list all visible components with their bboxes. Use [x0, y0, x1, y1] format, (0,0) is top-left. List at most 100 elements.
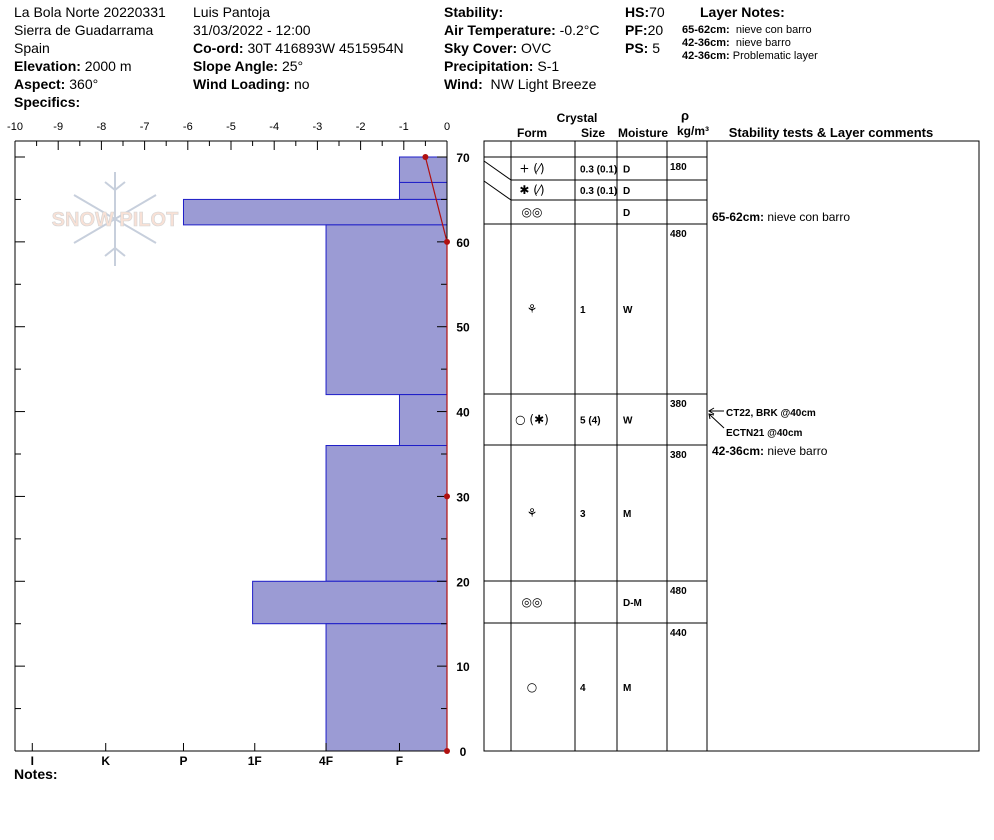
sky-value: OVC	[521, 40, 552, 56]
hardness-bar	[182, 198, 448, 226]
hardness-bar	[398, 181, 448, 200]
layer-note-text: nieve con barro	[735, 24, 812, 36]
ps-value: 5	[652, 40, 661, 56]
row-connector	[483, 160, 512, 181]
header-col4: HS:70 PF:20 PS: 5	[625, 3, 665, 57]
y-tick-label: 40	[456, 406, 470, 420]
layer-moisture: D	[623, 165, 630, 176]
header-size: Size	[581, 126, 605, 140]
bottom-tick-label: K	[101, 754, 110, 768]
y-tick-label: 50	[456, 321, 470, 335]
observer: Luis Pantoja	[193, 4, 271, 20]
precip-row: Precipitation: S-1	[444, 57, 600, 75]
snowflake-icon	[73, 172, 157, 266]
header-rho: ρ	[681, 108, 689, 123]
specifics-row: Specifics:	[14, 93, 166, 111]
layer-note-depth: 42-36cm:	[682, 37, 730, 49]
hardness-bar	[398, 394, 448, 447]
layer-moisture: D	[623, 186, 630, 197]
layer-note-item: 42-36cm: Problematic layer	[682, 50, 818, 63]
bottom-tick-label: 4F	[319, 754, 333, 768]
wind-loading-value: no	[293, 76, 310, 92]
bottom-tick-label: P	[179, 754, 187, 768]
slope-value: 25°	[281, 58, 304, 74]
hardness-bar	[325, 445, 448, 582]
crystal-form: ✱ (⁄)	[519, 183, 544, 197]
layer-note-item: 65-62cm: nieve con barro	[682, 24, 818, 37]
range-name: Sierra de Guadarrama	[14, 22, 154, 38]
table-rows: + (⁄) 0.3 (0.1) D ✱ (⁄) 0.3 (0.1) D ◎◎ D ⚘ 1 W ○ (✱…	[483, 156, 850, 694]
layer-comment-text: nieve barro	[764, 444, 828, 458]
crystal-size: 4	[580, 683, 586, 694]
y-tick-label: 60	[456, 236, 470, 250]
crystal-form: ○ (✱)	[515, 413, 549, 427]
layer-moisture: W	[623, 305, 633, 316]
density-value: 480	[670, 229, 687, 240]
temperature-point	[444, 493, 450, 500]
sky-label: Sky Cover:	[444, 40, 518, 56]
layer-table: Crystal Form Size Moisture ρ kg/m³ Stabi…	[483, 108, 980, 752]
y-tick-label: 10	[456, 660, 470, 674]
crystal-form: ○	[527, 680, 537, 694]
pf-value: 20	[647, 22, 664, 38]
ps-label: PS:	[625, 40, 649, 56]
header-comments: Stability tests & Layer comments	[729, 125, 933, 140]
wind-value: NW Light Breeze	[490, 76, 597, 92]
snowpilot-watermark: SNOW PILOT	[51, 172, 179, 266]
pf-label: PF:	[625, 22, 648, 38]
hardness-bars	[182, 156, 448, 752]
header-moisture: Moisture	[618, 126, 668, 140]
aspect-value: 360°	[69, 76, 99, 92]
top-tick-label: -2	[356, 121, 366, 133]
temperature-point	[444, 238, 450, 245]
top-tick-label: -1	[399, 121, 409, 133]
layer-note-item: 42-36cm: nieve barro	[682, 37, 818, 50]
stability-arrowhead	[708, 407, 715, 415]
layer-note-text: Problematic layer	[732, 50, 818, 62]
stability-test: CT22, BRK @40cm	[726, 408, 816, 419]
layer-notes-title: Layer Notes:	[700, 3, 785, 21]
row-connector	[483, 180, 512, 201]
bottom-tick-label: F	[396, 754, 403, 768]
aspect-row: Aspect: 360°	[14, 75, 166, 93]
hardness-bar	[252, 580, 448, 625]
header-col2: Luis Pantoja 31/03/2022 - 12:00 Co-ord: …	[193, 3, 404, 93]
stability-arrowhead	[708, 413, 715, 420]
site-name: La Bola Norte 20220331	[14, 4, 166, 20]
layer-moisture: M	[623, 683, 631, 694]
density-value: 380	[670, 399, 687, 410]
layer-moisture: D-M	[623, 598, 642, 609]
wind-loading-row: Wind Loading: no	[193, 75, 404, 93]
crystal-form: ◎◎	[522, 205, 543, 219]
notes-label: Notes:	[14, 766, 58, 782]
top-tick-label: -5	[226, 121, 236, 133]
aspect-label: Aspect:	[14, 76, 66, 92]
country: Spain	[14, 40, 50, 56]
crystal-size: 0.3 (0.1)	[580, 165, 617, 176]
watermark-text: SNOW PILOT	[52, 209, 179, 231]
hs-label: HS:	[625, 4, 650, 20]
coord-label: Co-ord:	[193, 40, 244, 56]
bottom-tick-label: 1F	[248, 754, 262, 768]
layer-note-text: nieve barro	[735, 37, 791, 49]
air-temp-row: Air Temperature: -0.2°C	[444, 21, 600, 39]
layer-moisture: M	[623, 509, 631, 520]
precip-value: S-1	[537, 58, 560, 74]
top-tick-label: -10	[7, 121, 23, 133]
layer-comment: 65-62cm: nieve con barro	[712, 210, 850, 224]
slope-row: Slope Angle: 25°	[193, 57, 404, 75]
y-tick-label: 20	[456, 575, 470, 589]
stability-label: Stability:	[444, 4, 504, 20]
crystal-form: ⚘	[527, 302, 538, 316]
hardness-bar	[325, 224, 448, 396]
layer-comment: 42-36cm: nieve barro	[712, 444, 828, 458]
datetime: 31/03/2022 - 12:00	[193, 22, 311, 38]
top-tick-label: -6	[183, 121, 193, 133]
temperature-point	[422, 154, 429, 160]
pf-row: PF:20	[625, 21, 665, 39]
hardness-bar	[398, 156, 448, 183]
layer-notes-list: 65-62cm: nieve con barro 42-36cm: nieve …	[682, 24, 818, 63]
top-tick-label: -9	[53, 121, 63, 133]
y-tick-label: 0	[460, 745, 467, 759]
ps-row: PS: 5	[625, 39, 665, 57]
